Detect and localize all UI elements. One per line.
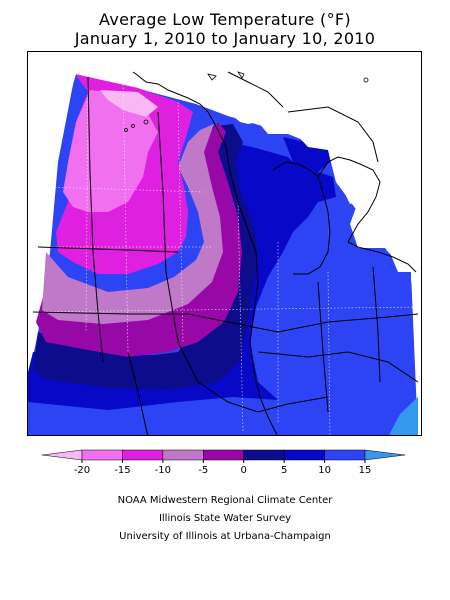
legend-swatch (283, 449, 325, 461)
credit-line: University of Illinois at Urbana-Champai… (119, 531, 331, 542)
legend-tick-label: -10 (155, 465, 171, 476)
region-minus10-to-minus5 (42, 124, 223, 324)
color-legend: -20 -15 -10 -5 0 5 10 15 (41, 449, 406, 476)
title-line-1: Average Low Temperature (°F) (99, 10, 351, 29)
region-minus20-to-minus15 (63, 90, 158, 212)
legend-swatch (41, 449, 83, 461)
temperature-fill (28, 74, 418, 435)
legend-tick-label: -20 (74, 465, 90, 476)
title-line-2: January 1, 2010 to January 10, 2010 (74, 29, 376, 48)
legend-swatch (364, 449, 406, 461)
border-line (372, 266, 381, 383)
border-line (37, 246, 179, 253)
legend-swatch (81, 449, 123, 461)
border-line (87, 76, 104, 363)
border-line (132, 71, 209, 113)
lake-islands (124, 71, 369, 132)
border-line (347, 241, 417, 273)
border-line (157, 111, 199, 383)
credits: NOAA Midwestern Regional Climate Center … (0, 492, 450, 546)
border-line (207, 111, 257, 253)
temperature-map (28, 52, 421, 435)
border-line (127, 351, 149, 435)
legend-tick-label: 0 (241, 465, 247, 476)
legend-tick-label: -15 (114, 465, 130, 476)
credit-line: NOAA Midwestern Regional Climate Center (117, 495, 333, 506)
border-line (257, 351, 419, 383)
border-line (32, 311, 188, 315)
legend-swatch (162, 449, 204, 461)
border-line (272, 161, 331, 275)
legend-swatch (203, 449, 244, 461)
border-line (287, 106, 379, 163)
legend-tick-label: 5 (281, 465, 287, 476)
legend-swatch (243, 449, 285, 461)
legend-swatch (324, 449, 366, 461)
map-title: Average Low Temperature (°F) January 1, … (0, 10, 450, 48)
credit-line: Illinois State Water Survey (158, 513, 292, 524)
legend-tick-label: 15 (359, 465, 372, 476)
map-panel (27, 51, 422, 436)
border-line (197, 381, 329, 413)
legend-tick-label: -5 (198, 465, 208, 476)
legend-swatches (41, 449, 406, 461)
no-data-mask (28, 52, 421, 342)
legend-swatch (122, 449, 164, 461)
border-line (249, 251, 278, 435)
region-above-15 (389, 397, 418, 435)
legend-ticks: -20 -15 -10 -5 0 5 10 15 (74, 460, 372, 476)
coastlines-and-borders (32, 71, 419, 435)
political-boundaries (32, 76, 419, 435)
border-line (317, 281, 329, 413)
region-5-to-10 (28, 142, 336, 410)
legend-tick-label: 10 (318, 465, 331, 476)
border-line (187, 313, 419, 333)
border-line (317, 156, 381, 243)
border-line (227, 71, 284, 108)
region-below-minus20 (100, 90, 158, 117)
